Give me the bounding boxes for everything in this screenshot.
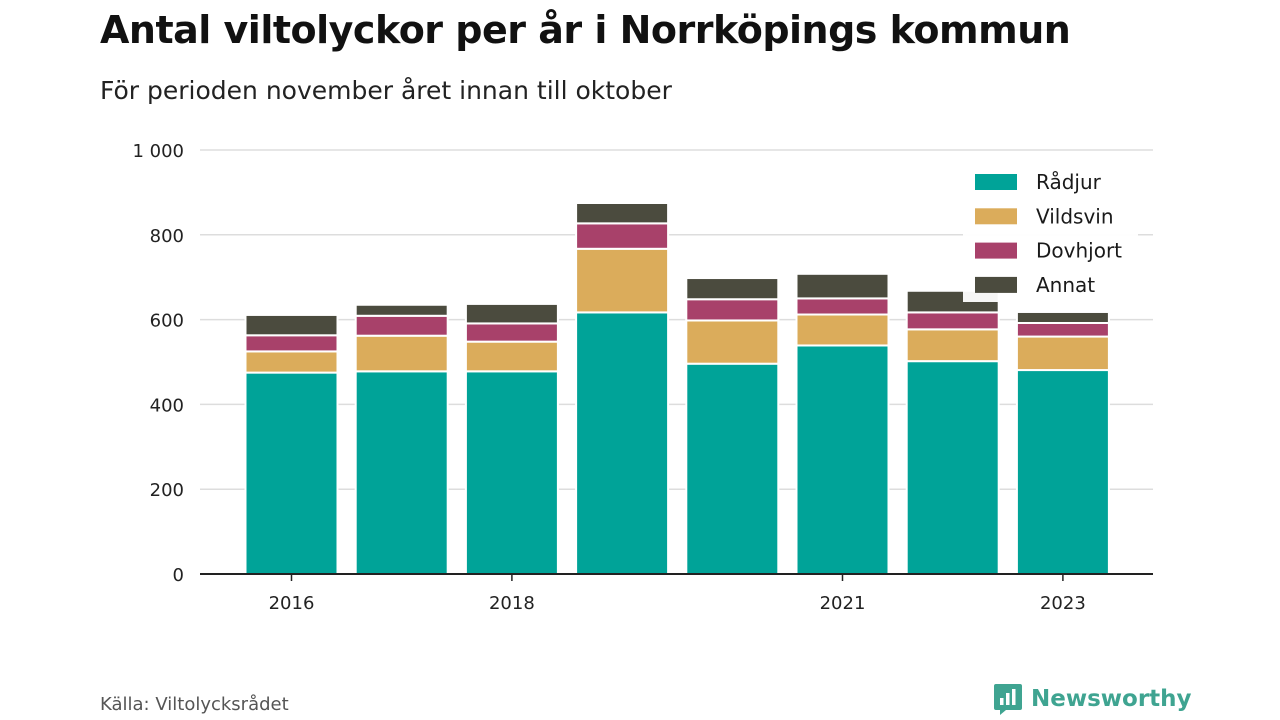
bar-segment-annat	[1015, 310, 1110, 324]
bar-segment-dovhjort	[905, 311, 1000, 331]
bar-segment-annat	[464, 302, 559, 325]
bar-segment-vildsvin	[244, 350, 339, 374]
legend-label: Dovhjort	[1036, 239, 1122, 263]
bar-segment-annat	[244, 313, 339, 337]
bar-segment-rådjur	[1015, 369, 1110, 575]
bar-segment-vildsvin	[464, 340, 559, 373]
brand-name: Newsworthy	[1031, 686, 1192, 712]
legend-swatch	[975, 208, 1017, 225]
legend-swatch	[975, 174, 1017, 190]
legend-label: Vildsvin	[1036, 204, 1114, 228]
x-tick-label: 2021	[820, 593, 866, 614]
bar-segment-rådjur	[905, 360, 1000, 576]
y-tick-label: 1 000	[132, 141, 184, 162]
bar-segment-dovhjort	[1015, 321, 1110, 338]
bar-segment-vildsvin	[575, 247, 670, 314]
y-tick-label: 0	[173, 565, 184, 586]
chart-subtitle: För perioden november året innan till ok…	[100, 76, 672, 105]
axes: 0 200 400 600 800 1 000 2016 2018 2021 2023	[132, 141, 1153, 614]
legend-label: Rådjur	[1036, 170, 1102, 194]
legend: Rådjur Vildsvin Dovhjort Annat	[963, 164, 1138, 302]
bar-segment-annat	[575, 202, 670, 225]
bar-segment-vildsvin	[685, 319, 780, 365]
source-note: Källa: Viltolycksrådet	[100, 694, 289, 715]
bar-segment-annat	[354, 303, 449, 317]
bar-segment-annat	[795, 272, 890, 300]
y-tick-label: 400	[150, 395, 184, 416]
chart-title: Antal viltolyckor per år i Norrköpings k…	[100, 8, 1071, 52]
bar-segment-dovhjort	[575, 222, 670, 250]
bar-segment-vildsvin	[905, 328, 1000, 363]
x-tick-label: 2016	[269, 593, 315, 614]
bar-segment-vildsvin	[1015, 335, 1110, 372]
bar-segment-rådjur	[575, 311, 670, 575]
bar-segment-dovhjort	[795, 297, 890, 316]
bar-segment-dovhjort	[244, 334, 339, 353]
bars	[244, 202, 1110, 576]
bar-segment-rådjur	[685, 362, 780, 576]
bar-segment-vildsvin	[795, 313, 890, 347]
legend-label: Annat	[1036, 273, 1095, 297]
bar-segment-dovhjort	[685, 298, 780, 322]
bar-segment-annat	[685, 277, 780, 301]
newsworthy-logo-icon	[994, 684, 1022, 715]
y-tick-label: 200	[150, 480, 184, 501]
bar-segment-rådjur	[795, 344, 890, 575]
x-tick-label: 2018	[489, 593, 535, 614]
bar-segment-vildsvin	[354, 334, 449, 373]
legend-swatch	[975, 242, 1017, 259]
y-tick-label: 600	[150, 311, 184, 332]
bar-segment-dovhjort	[354, 314, 449, 337]
y-tick-label: 800	[150, 226, 184, 247]
bar-segment-dovhjort	[464, 322, 559, 343]
legend-swatch	[975, 276, 1017, 293]
bar-segment-rådjur	[464, 370, 559, 575]
newsworthy-brand[interactable]: Newsworthy	[993, 682, 1192, 716]
bar-segment-rådjur	[244, 371, 339, 575]
bar-segment-rådjur	[354, 370, 449, 575]
x-tick-label: 2023	[1040, 593, 1086, 614]
